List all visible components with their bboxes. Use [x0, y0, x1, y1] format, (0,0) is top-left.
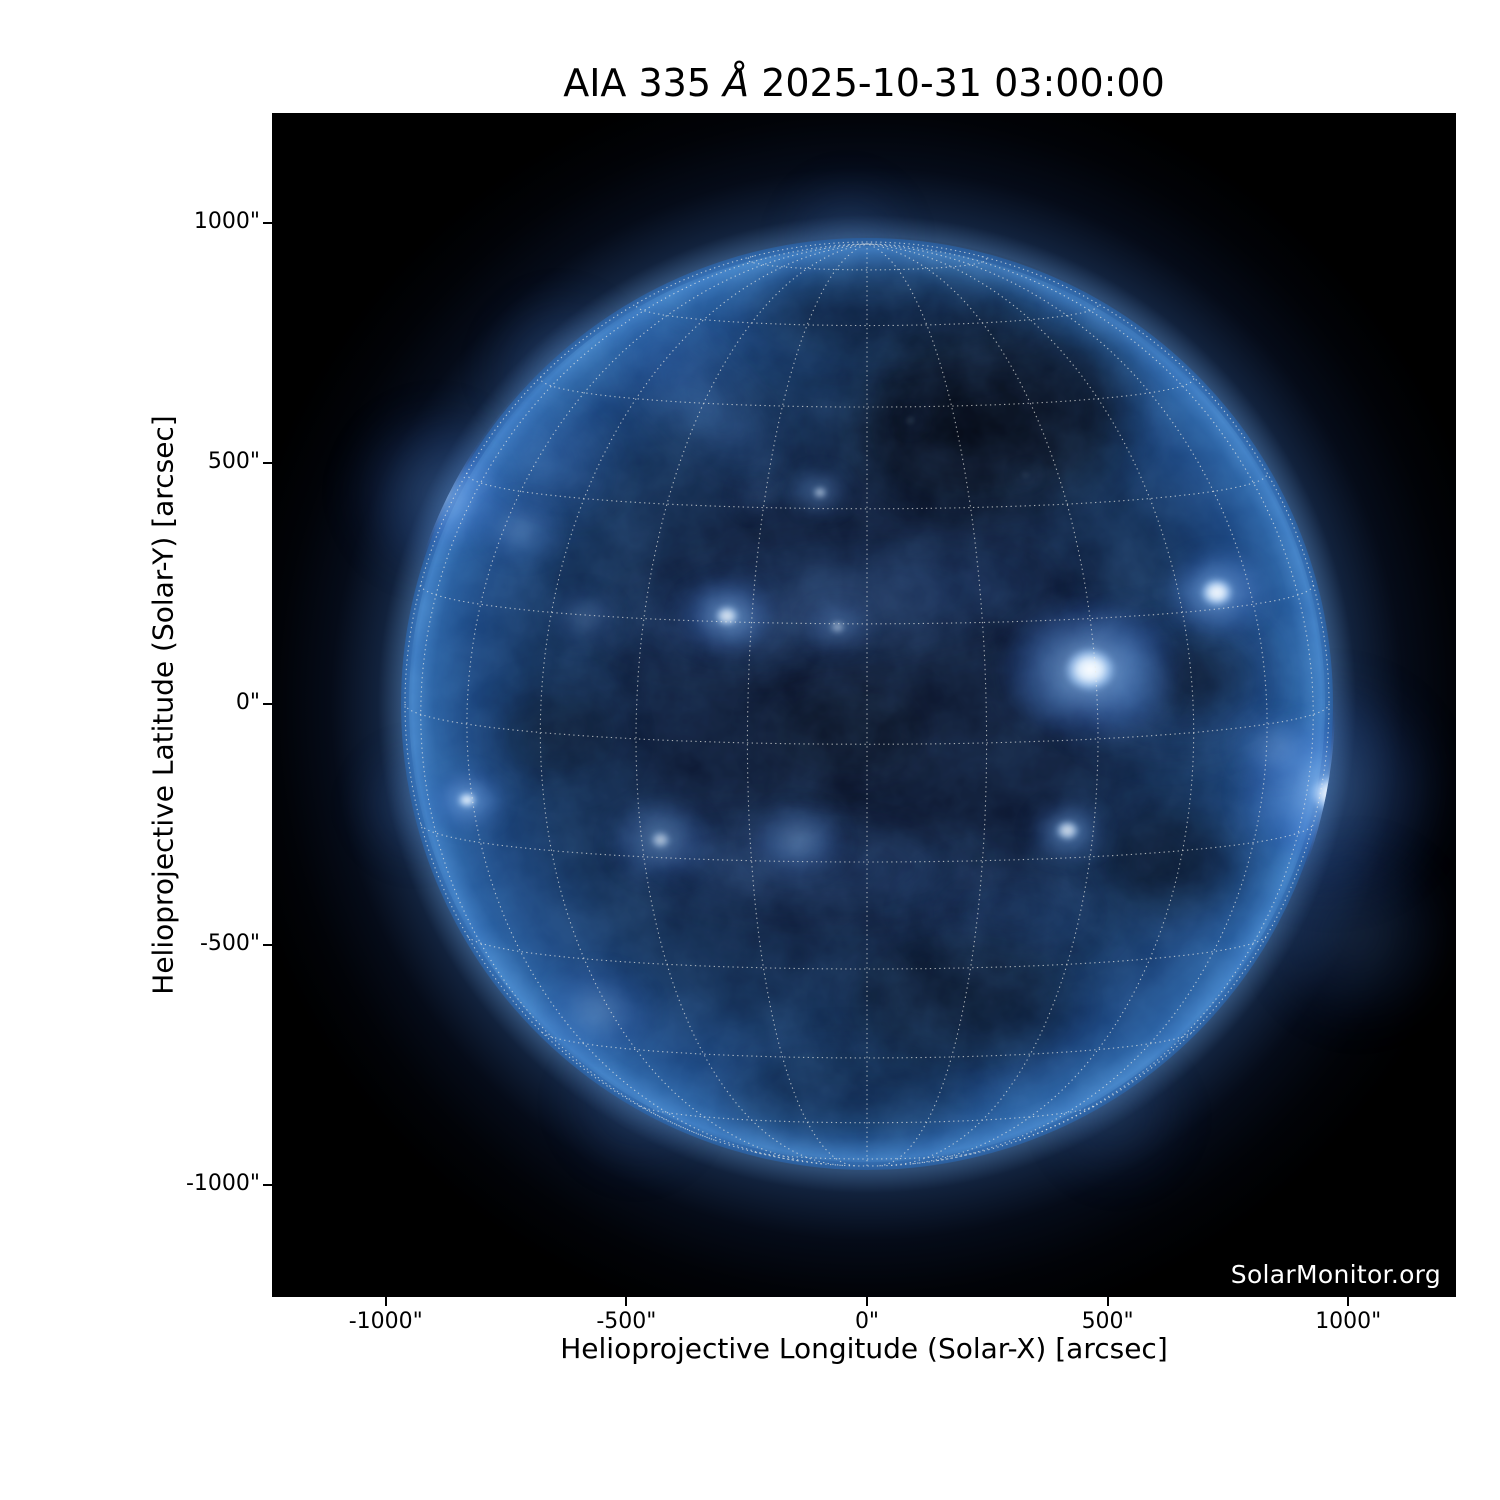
grid-line [466, 243, 868, 1162]
y-tick-mark [263, 703, 272, 705]
y-tick-mark [263, 462, 272, 465]
title-angstrom-symbol: Å [723, 61, 750, 105]
grid-line [539, 243, 868, 1165]
grid-line [866, 243, 1268, 1162]
grid-line [746, 255, 988, 271]
grid-line [866, 243, 1314, 1141]
grid-line [467, 936, 1267, 970]
solar-limb-gridline [404, 241, 1330, 1167]
x-tick-label: 1000" [1315, 1309, 1382, 1334]
grid-line [639, 1105, 1095, 1124]
grid-line [539, 376, 1195, 408]
x-tick-label: 500" [1081, 1309, 1134, 1334]
x-axis-label: Helioprojective Longitude (Solar-X) [arc… [560, 1332, 1168, 1365]
x-tick-mark [866, 1297, 868, 1306]
y-tick-label: 0" [235, 690, 260, 715]
y-tick-label: 1000" [193, 208, 260, 234]
x-tick-mark [1106, 1297, 1109, 1306]
grid-line [866, 243, 988, 1167]
grid-line [420, 824, 1314, 863]
grid-line [866, 243, 1099, 1166]
y-tick-label: 500" [207, 449, 260, 475]
watermark: SolarMonitor.org [1230, 1260, 1441, 1289]
y-tick-label: -500" [199, 930, 260, 956]
x-tick-label: 0" [854, 1309, 880, 1334]
title-datetime: 2025-10-31 03:00:00 [749, 61, 1165, 105]
heliographic-grid [404, 241, 1330, 1167]
grid-line [746, 243, 868, 1167]
x-tick-mark [384, 1297, 387, 1306]
grid-line [420, 584, 1314, 625]
x-tick-mark [625, 1297, 628, 1306]
title-instrument: AIA 335 [563, 61, 724, 105]
y-tick-mark [263, 943, 272, 946]
x-tick-label: -1000" [348, 1309, 423, 1334]
grid-line [635, 243, 868, 1166]
y-tick-label: -1000" [185, 1171, 260, 1197]
solar-image-plot-area: SolarMonitor.org [272, 113, 1456, 1297]
grid-line [404, 703, 1330, 745]
x-tick-mark [1347, 1297, 1350, 1306]
x-tick-label: -500" [596, 1309, 657, 1334]
grid-line [866, 243, 1195, 1165]
grid-line [420, 243, 868, 1141]
grid-line [541, 1031, 1193, 1059]
figure-title: AIA 335 Å 2025-10-31 03:00:00 [272, 61, 1456, 106]
y-tick-mark [263, 1184, 272, 1187]
y-tick-mark [263, 221, 272, 224]
